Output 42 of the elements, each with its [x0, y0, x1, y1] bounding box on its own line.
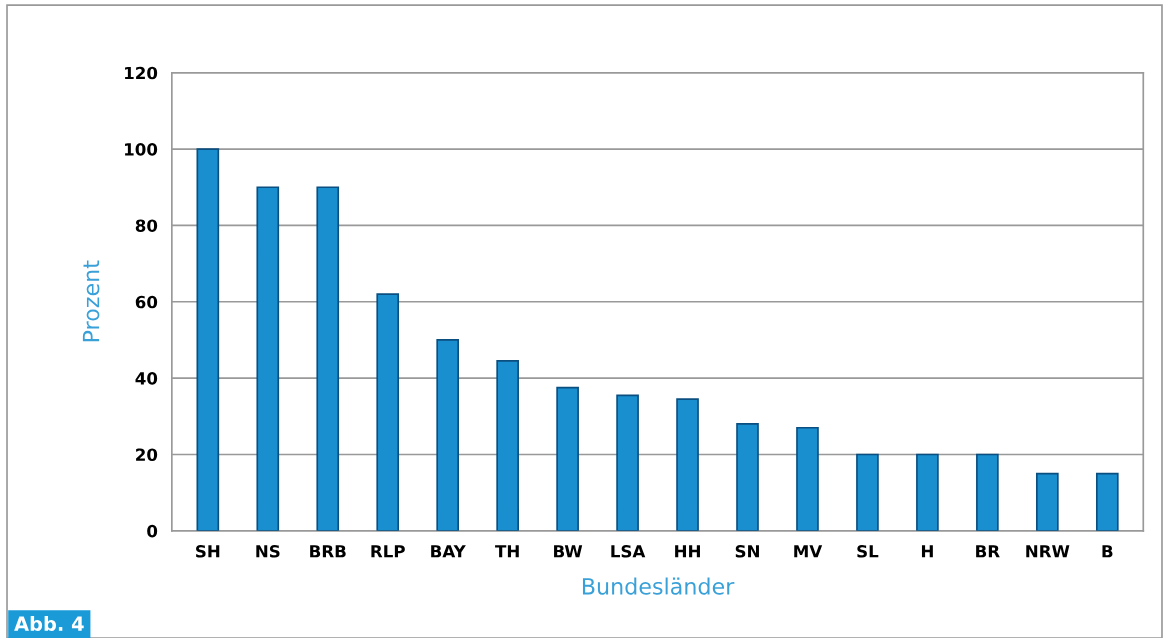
x-tick-label: HH — [675, 545, 700, 558]
x-tick-label: NRW — [1026, 545, 1070, 558]
bar — [436, 339, 460, 531]
y-axis-title: Prozent — [82, 260, 100, 342]
x-tick-label: BW — [554, 545, 583, 558]
bar — [616, 394, 639, 531]
bar — [1095, 472, 1119, 531]
caption: Abb. 4 — [14, 615, 84, 632]
bar — [556, 386, 579, 531]
x-tick-label: SH — [196, 545, 220, 558]
bar — [376, 293, 400, 531]
bar — [856, 453, 879, 531]
bar — [316, 186, 340, 531]
bar — [496, 360, 519, 531]
bar — [256, 186, 280, 531]
bar — [916, 453, 939, 531]
x-tick-label: LSA — [611, 545, 646, 558]
x-axis-title: Bundesländer — [582, 577, 735, 595]
x-tick-label: SL — [857, 545, 879, 558]
bar — [196, 148, 220, 531]
x-tick-label: BR — [976, 545, 1000, 558]
y-tick-label: 60 — [135, 295, 158, 309]
x-tick-label: SN — [735, 545, 759, 558]
bar — [976, 453, 999, 531]
bar — [736, 423, 759, 531]
x-tick-label: B — [1102, 545, 1113, 558]
y-tick-label: 40 — [135, 372, 158, 385]
bar — [1036, 472, 1059, 531]
y-tick-label: 120 — [125, 66, 158, 80]
y-tick-label: 0 — [147, 524, 158, 538]
y-tick-label: 80 — [135, 219, 158, 232]
y-tick-label: 20 — [136, 448, 158, 462]
x-tick-label: H — [921, 545, 933, 558]
x-tick-label: BRB — [310, 545, 346, 558]
x-tick-label: TH — [495, 545, 519, 558]
bar — [796, 426, 819, 531]
bar — [676, 398, 699, 531]
y-tick-label: 100 — [125, 143, 158, 156]
x-tick-label: NS — [256, 545, 280, 558]
x-tick-label: BAY — [431, 545, 466, 558]
x-tick-label: RLP — [371, 545, 405, 558]
x-tick-label: MV — [794, 545, 823, 558]
